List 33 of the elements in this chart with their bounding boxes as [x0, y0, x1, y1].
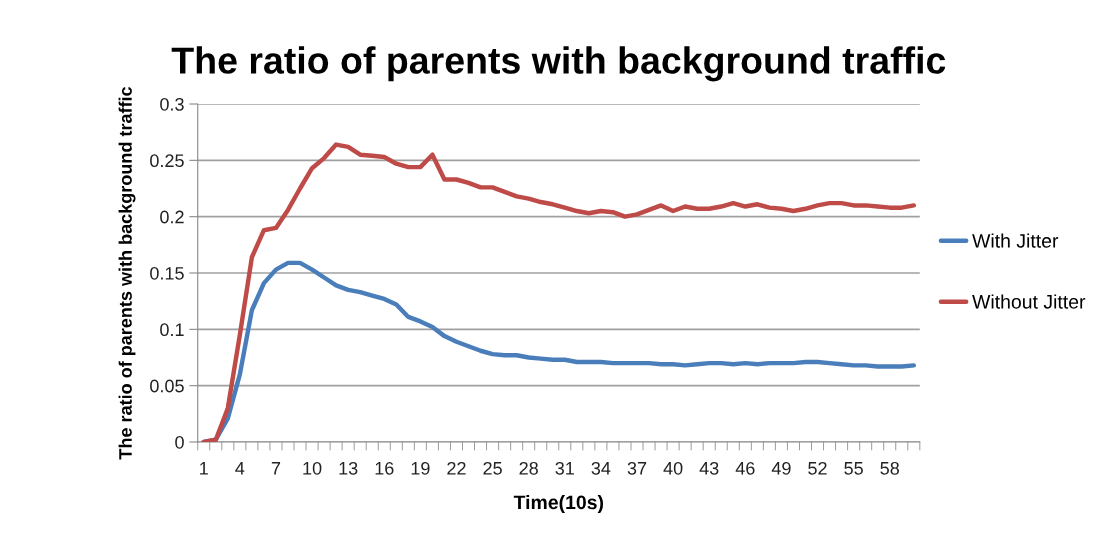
x-tick-label: 46 [735, 461, 755, 475]
y-tick-label: 0.2 [160, 210, 184, 224]
x-tick-label: 10 [303, 461, 322, 475]
x-tick-label: 58 [880, 461, 899, 475]
x-tick-label: 49 [771, 461, 791, 475]
x-tick-label: 25 [483, 461, 502, 475]
y-axis-title: The ratio of parents with background traffic [118, 86, 136, 460]
x-tick-label: 22 [447, 461, 466, 475]
y-tick-label: 0.3 [160, 97, 184, 111]
x-tick-label: 43 [699, 461, 719, 475]
x-tick-label: 4 [235, 462, 245, 475]
y-tick-label: 0.05 [150, 379, 184, 393]
x-tick-label: 55 [844, 462, 863, 475]
x-tick-label: 7 [271, 462, 281, 475]
x-tick-label: 13 [339, 461, 358, 475]
x-tick-label: 16 [375, 461, 394, 475]
x-tick-label: 31 [555, 461, 574, 475]
x-tick-label: 28 [519, 461, 538, 475]
line-series [201, 142, 917, 442]
legend-label: With Jitter [972, 233, 1059, 248]
x-tick-label: 34 [591, 461, 611, 475]
y-tick-label: 0.15 [150, 266, 184, 280]
x-tick-label: 37 [627, 461, 647, 475]
x-tick-label: 1 [200, 462, 208, 475]
chart-title: The ratio of parents with background traffic [171, 46, 946, 82]
y-tick-label: 0.25 [150, 154, 184, 168]
x-tick-label: 19 [411, 461, 430, 475]
y-tick-label: 0 [175, 435, 184, 449]
legend-label: Without Jitter [972, 294, 1086, 309]
y-tick-label: 0.1 [160, 323, 184, 337]
x-axis-title: Time(10s) [513, 494, 604, 514]
x-tick-label: 40 [663, 461, 683, 475]
x-tick-label: 52 [808, 461, 827, 475]
